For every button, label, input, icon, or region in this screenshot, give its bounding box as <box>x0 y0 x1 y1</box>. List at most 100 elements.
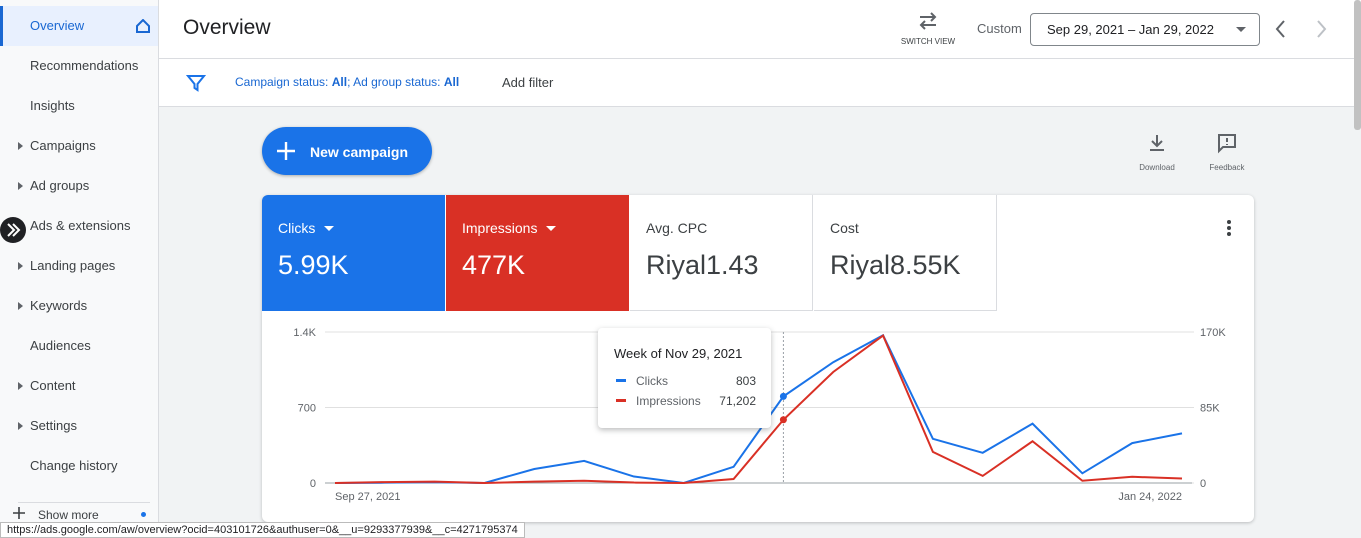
metric-value: Riyal8.55K <box>830 250 961 280</box>
filter-summary[interactable]: Campaign status: All; Ad group status: A… <box>235 75 459 89</box>
dropdown-arrow <box>324 226 335 231</box>
nav-label: Overview <box>30 18 85 33</box>
nav-label: Keywords <box>30 298 88 313</box>
add-filter[interactable]: Add filter <box>502 75 554 90</box>
nav-item[interactable]: Change history <box>0 446 158 486</box>
metric-card[interactable]: Impressions 477K <box>446 195 629 311</box>
plus-icon <box>13 507 25 519</box>
download-label: Download <box>1139 163 1175 172</box>
switch-view[interactable]: SWITCH VIEW <box>894 10 962 54</box>
tooltip-title: Week of Nov 29, 2021 <box>614 346 743 361</box>
nav-label: Insights <box>30 98 75 113</box>
metric-value: 5.99K <box>278 250 349 280</box>
metric-card[interactable]: Cost Riyal8.55K <box>814 195 997 311</box>
caret <box>18 262 23 270</box>
metric-label: Impressions <box>462 220 612 236</box>
filter-label: ; Ad group status: <box>347 75 441 89</box>
nav-item[interactable]: Settings <box>0 406 158 446</box>
metric-card[interactable]: Avg. CPC Riyal1.43 <box>630 195 813 311</box>
filter-bar: Campaign status: All; Ad group status: A… <box>159 59 1361 107</box>
tooltip: Week of Nov 29, 2021 Clicks 803 Impressi… <box>598 328 771 428</box>
y-tick-label: 700 <box>298 403 316 415</box>
nav-item[interactable]: Content <box>0 366 158 406</box>
y-tick-label: 1.4K <box>293 327 316 339</box>
dropdown-arrow <box>546 226 557 231</box>
divider <box>18 502 150 503</box>
new-campaign-label: New campaign <box>310 144 409 160</box>
nav-item[interactable]: Campaigns <box>0 126 158 166</box>
prev-button[interactable] <box>1271 18 1291 40</box>
caret <box>18 142 23 150</box>
arrow <box>324 226 335 231</box>
header: Overview SWITCH VIEW Custom Sep 29, 2021… <box>159 0 1361 59</box>
y2-tick-label: 170K <box>1200 327 1226 339</box>
filter-value: All <box>331 75 348 89</box>
sidebar: Overview Recommendations Insights Campaigns… <box>0 0 159 536</box>
date-picker[interactable]: Sep 29, 2021 – Jan 29, 2022 <box>1030 13 1260 46</box>
y2-tick-label: 85K <box>1200 403 1220 415</box>
more-menu[interactable] <box>1226 219 1232 237</box>
metric-name: Clicks <box>278 220 316 236</box>
nav-item[interactable]: Landing pages <box>0 246 158 286</box>
caret <box>18 182 23 190</box>
nav-item[interactable]: Recommendations <box>0 46 158 86</box>
legend-swatch <box>616 399 626 402</box>
x-tick-label: Sep 27, 2021 <box>335 491 400 503</box>
next-button[interactable] <box>1311 18 1331 40</box>
show-more-label: Show more <box>38 508 99 522</box>
home-icon <box>136 19 150 33</box>
x-tick-label: Jan 24, 2022 <box>1118 491 1182 503</box>
nav-item[interactable]: Ad groups <box>0 166 158 206</box>
new-campaign-button[interactable]: New campaign <box>262 127 432 175</box>
caret <box>18 422 23 430</box>
tooltip-series: Clicks <box>636 374 668 388</box>
tooltip-series: Impressions <box>636 394 701 408</box>
metric-value: 477K <box>462 250 526 280</box>
scrollbar <box>1354 0 1361 130</box>
metric-name: Cost <box>830 220 859 236</box>
legend-swatch <box>616 379 626 382</box>
y-tick-label: 0 <box>310 478 316 490</box>
nav-label: Campaigns <box>30 138 96 153</box>
nav-label: Landing pages <box>30 258 116 273</box>
filter-icon[interactable] <box>186 73 206 93</box>
plus-icon <box>277 142 295 160</box>
show-more[interactable]: Show more <box>0 492 158 536</box>
tooltip-value: 71,202 <box>719 394 756 408</box>
dot <box>141 512 146 517</box>
nav-label: Content <box>30 378 76 393</box>
filter-value: All <box>443 75 460 89</box>
nav-label: Ad groups <box>30 178 90 193</box>
nav-label: Ads & extensions <box>30 218 131 233</box>
nav-item[interactable]: Insights <box>0 86 158 126</box>
feedback-button[interactable]: Feedback <box>1202 132 1252 172</box>
metric-value: Riyal1.43 <box>646 250 759 280</box>
y2-tick-label: 0 <box>1200 478 1206 490</box>
nav-label: Settings <box>30 418 77 433</box>
switch-view-label: SWITCH VIEW <box>900 37 956 46</box>
metric-card[interactable]: Clicks 5.99K <box>262 195 445 311</box>
metric-label: Cost <box>830 220 980 236</box>
caret <box>18 302 23 310</box>
nav-label: Audiences <box>30 338 91 353</box>
arrow <box>546 226 557 231</box>
tooltip-value: 803 <box>735 374 756 388</box>
collapse-icon <box>7 223 21 237</box>
dropdown-arrow <box>1236 27 1246 32</box>
page-title: Overview <box>183 16 271 39</box>
nav-item[interactable]: Overview <box>0 6 158 46</box>
download-button[interactable]: Download <box>1132 132 1182 172</box>
range-type: Custom <box>977 21 1022 36</box>
metric-name: Avg. CPC <box>646 220 708 236</box>
filter-label: Campaign status: <box>235 75 329 89</box>
switch-icon <box>919 12 937 30</box>
metric-label: Clicks <box>278 220 428 236</box>
feedback-label: Feedback <box>1209 163 1245 172</box>
hover-point <box>779 416 787 424</box>
feedback-icon <box>1218 134 1236 154</box>
nav-item[interactable]: Audiences <box>0 326 158 366</box>
nav-item[interactable]: Keywords <box>0 286 158 326</box>
nav-label: Change history <box>30 458 118 473</box>
collapse-button[interactable] <box>0 217 26 243</box>
caret <box>18 382 23 390</box>
